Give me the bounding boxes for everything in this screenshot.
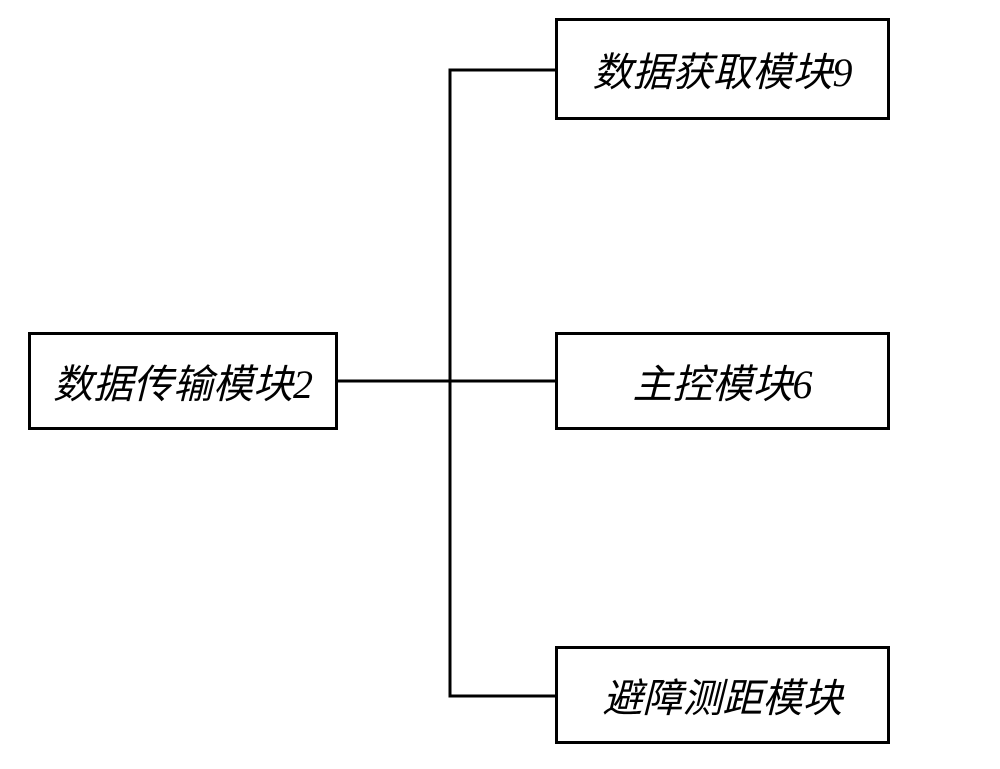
edge-1 [450, 70, 555, 381]
node-bottom: 避障测距模块 [555, 646, 890, 744]
node-left: 数据传输模块2 [28, 332, 338, 430]
edge-2 [450, 381, 555, 696]
node-mid: 主控模块6 [555, 332, 890, 430]
node-top: 数据获取模块9 [555, 18, 890, 120]
diagram-canvas: 数据传输模块2 数据获取模块9 主控模块6 避障测距模块 [0, 0, 1000, 769]
